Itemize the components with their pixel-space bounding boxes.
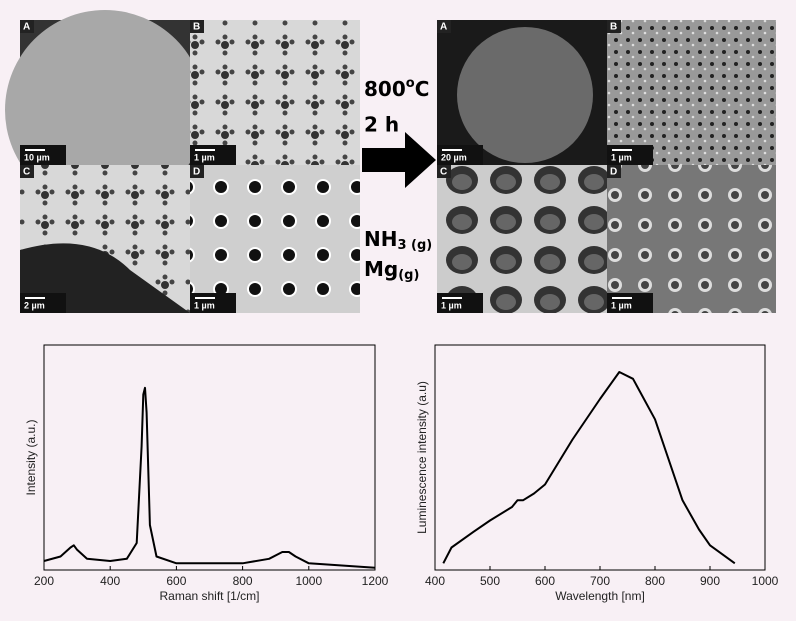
x-tick-label: 600 xyxy=(535,574,555,588)
x-tick-label: 400 xyxy=(100,574,120,588)
x-tick-label: 1000 xyxy=(752,574,779,588)
scale-label: 20 µm xyxy=(441,152,467,162)
image xyxy=(607,20,776,165)
x-tick-label: 400 xyxy=(425,574,445,588)
image xyxy=(190,20,360,165)
panel-label: A xyxy=(440,22,447,33)
x-tick-label: 200 xyxy=(34,574,54,588)
temperature: 800oC xyxy=(364,76,429,101)
panel-label: D xyxy=(193,167,200,178)
x-tick-label: 800 xyxy=(645,574,665,588)
x-tick-label: 900 xyxy=(700,574,720,588)
scale-label: 1 µm xyxy=(441,300,462,310)
y-axis-label: Luminescence intensity (a.u) xyxy=(415,381,429,534)
x-tick-label: 800 xyxy=(233,574,253,588)
plot-frame xyxy=(44,345,375,570)
gas: Mg(g) xyxy=(364,257,419,283)
y-axis-label: Intensity (a.u.) xyxy=(24,419,38,495)
x-axis-label: Wavelength [nm] xyxy=(555,589,645,603)
data-line xyxy=(443,372,735,563)
panel-label: A xyxy=(23,22,30,33)
image xyxy=(607,165,776,313)
scale-label: 1 µm xyxy=(611,300,632,310)
x-tick-label: 700 xyxy=(590,574,610,588)
scale-label: 1 µm xyxy=(194,152,215,162)
micrographs-after xyxy=(437,20,776,313)
scale-label: 1 µm xyxy=(194,300,215,310)
scale-label: 1 µm xyxy=(611,152,632,162)
x-tick-label: 500 xyxy=(480,574,500,588)
image-detail xyxy=(457,27,593,163)
figure: 800oC 2 h NH3 (g) Mg(g) A 10 µm B 1 µm C 2 µm… xyxy=(0,0,796,621)
panel-label: C xyxy=(23,167,30,178)
panel-label: D xyxy=(610,167,617,178)
x-tick-label: 600 xyxy=(166,574,186,588)
image xyxy=(190,165,360,313)
image xyxy=(437,165,607,313)
panel-label: C xyxy=(440,167,447,178)
scale-label: 10 µm xyxy=(24,152,50,162)
time: 2 h xyxy=(364,113,399,137)
gas: NH3 (g) xyxy=(364,227,432,253)
panel-label: B xyxy=(193,22,200,33)
plot-frame xyxy=(435,345,765,570)
arrow xyxy=(362,132,436,188)
x-tick-label: 1200 xyxy=(362,574,389,588)
scale-label: 2 µm xyxy=(24,300,45,310)
data-line xyxy=(44,388,375,568)
panel-label: B xyxy=(610,22,617,33)
x-axis-label: Raman shift [1/cm] xyxy=(159,589,259,603)
x-tick-label: 1000 xyxy=(295,574,322,588)
